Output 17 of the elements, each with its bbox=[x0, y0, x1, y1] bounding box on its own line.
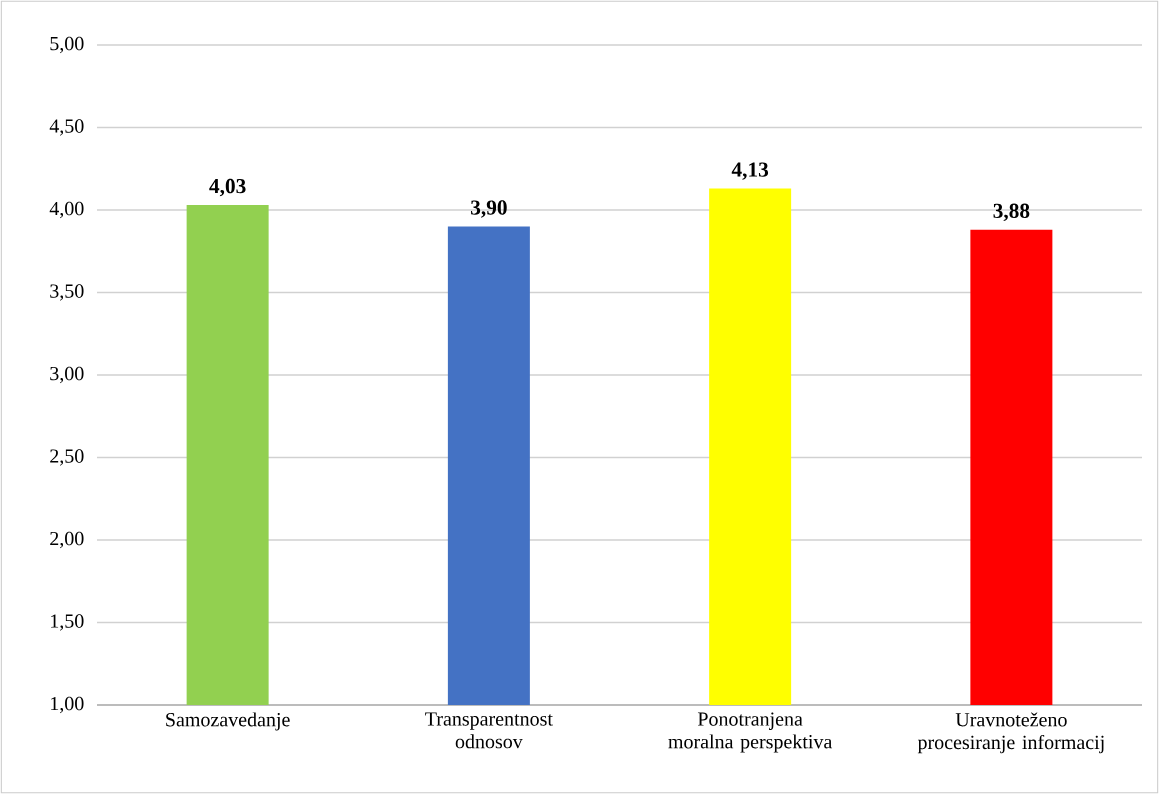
data-label: 4,13 bbox=[731, 162, 769, 180]
y-tick-label: 1,50 bbox=[51, 614, 84, 631]
x-tick-label: Ponotranjena moralna perspektiva bbox=[668, 712, 833, 753]
y-tick-label: 3,50 bbox=[50, 284, 84, 301]
y-tick-label: 3,00 bbox=[50, 366, 84, 384]
x-tick-label: Uravnoteženo procesiranje informacij bbox=[917, 712, 1104, 754]
y-tick-label: 4,50 bbox=[49, 119, 84, 136]
y-tick-label: 4,00 bbox=[49, 201, 84, 219]
data-label: 3,88 bbox=[993, 203, 1030, 222]
y-tick-label: 2,00 bbox=[50, 531, 84, 549]
y-tick-label: 1,00 bbox=[51, 696, 84, 714]
data-label: 4,03 bbox=[209, 178, 246, 197]
x-tick-label: Transparentnost odnosov bbox=[425, 712, 553, 749]
y-tick-label: 5,00 bbox=[50, 36, 84, 54]
y-tick-label: 2,50 bbox=[50, 449, 84, 466]
data-label: 3,90 bbox=[471, 200, 507, 218]
x-tick-label: Samozavedanje bbox=[166, 712, 290, 731]
